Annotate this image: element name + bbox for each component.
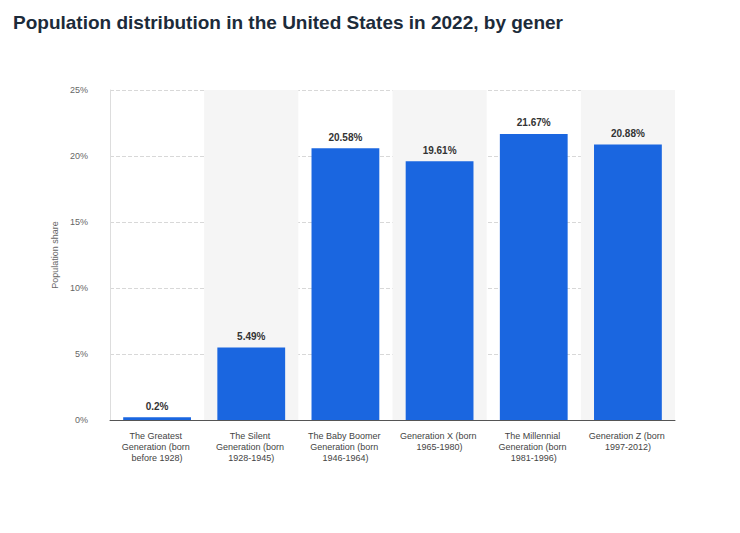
svg-text:Population share: Population share [50, 221, 60, 289]
svg-text:10%: 10% [70, 283, 88, 293]
svg-text:21.67%: 21.67% [517, 117, 551, 128]
svg-text:Population distribution in the: Population distribution in the United St… [13, 12, 564, 33]
svg-text:1928-1945): 1928-1945) [228, 453, 274, 463]
svg-text:1981-1996): 1981-1996) [511, 453, 557, 463]
svg-text:Generation Z (born: Generation Z (born [589, 431, 668, 441]
svg-text:5.49%: 5.49% [237, 331, 265, 342]
svg-text:before 1928): before 1928) [132, 453, 183, 463]
svg-text:The Silent: The Silent [230, 431, 273, 441]
svg-text:15%: 15% [70, 217, 88, 227]
svg-text:0.2%: 0.2% [146, 401, 169, 412]
svg-text:1997-2012): 1997-2012) [605, 442, 651, 452]
svg-text:0%: 0% [75, 415, 88, 425]
svg-text:The Greatest: The Greatest [130, 431, 185, 441]
svg-text:19.61%: 19.61% [423, 145, 457, 156]
svg-text:Generation (born: Generation (born [216, 442, 287, 452]
svg-text:20%: 20% [70, 151, 88, 161]
svg-text:Generation (born: Generation (born [310, 442, 381, 452]
svg-text:1965-1980): 1965-1980) [417, 442, 463, 452]
svg-text:20.88%: 20.88% [611, 128, 645, 139]
svg-text:1946-1964): 1946-1964) [322, 453, 368, 463]
svg-text:25%: 25% [70, 85, 88, 95]
svg-text:5%: 5% [75, 349, 88, 359]
svg-text:20.58%: 20.58% [328, 132, 362, 143]
svg-text:Generation X (born: Generation X (born [400, 431, 479, 441]
svg-text:The Baby Boomer: The Baby Boomer [308, 431, 383, 441]
svg-text:The Millennial: The Millennial [505, 431, 563, 441]
svg-text:Generation (born: Generation (born [498, 442, 569, 452]
svg-text:Generation (born: Generation (born [122, 442, 193, 452]
